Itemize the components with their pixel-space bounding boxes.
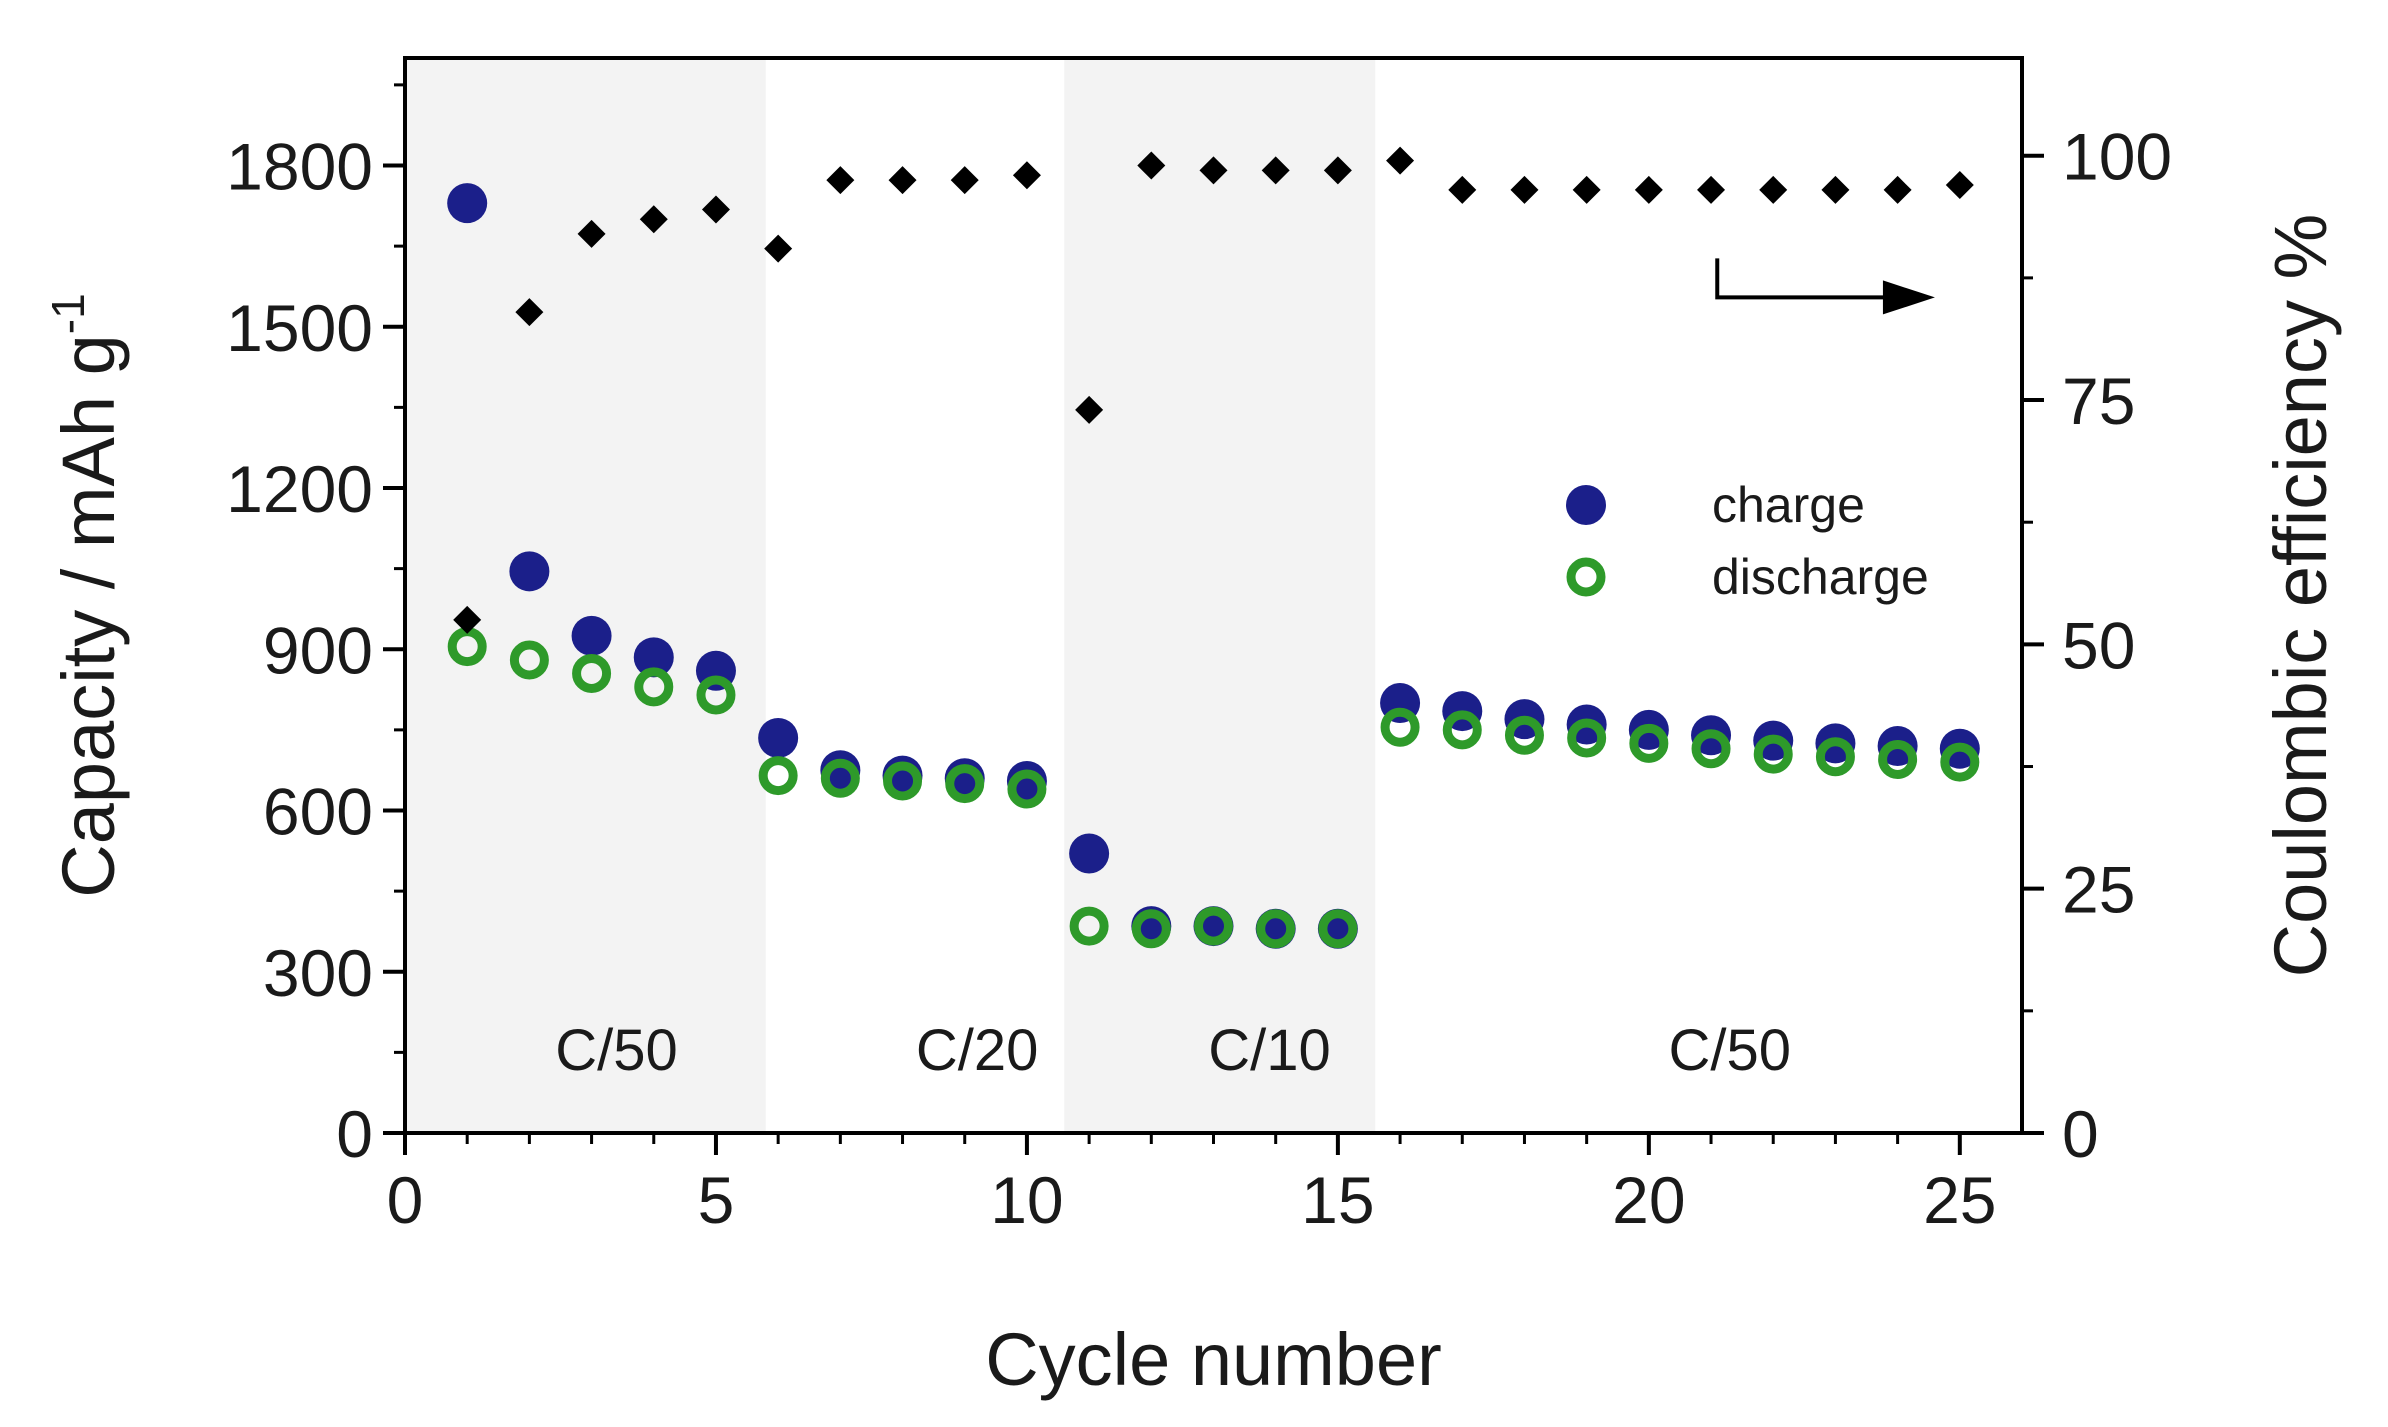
legend: charge discharge [1566,477,1929,605]
x-tick-label-0: 0 [387,1163,424,1237]
y-axis-title-superscript: -1 [42,293,94,334]
discharge-point [820,758,860,798]
region-label-1: C/50 [555,1018,678,1083]
charge-point [509,551,550,592]
y-tick-label-1200: 1200 [226,452,373,526]
y2-axis-title: Coulombic efficiency % [2259,214,2342,978]
y-tick-label-600: 600 [263,775,373,849]
discharge-point [1567,718,1607,758]
x-tick-label-10: 10 [990,1163,1063,1237]
region-label-3: C/10 [1208,1018,1331,1083]
charge-point [633,637,674,678]
coulombic-efficiency-point [701,195,730,224]
charge-point [1006,760,1047,801]
y2-tick-label-75: 75 [2062,364,2135,438]
charge-point [1069,833,1110,874]
x-axis-title: Cycle number [985,1318,1442,1401]
discharge-point [1815,737,1855,777]
discharge-point [634,667,674,707]
x-tick-label-20: 20 [1612,1163,1685,1237]
coulombic-efficiency-point [1821,175,1850,204]
x-tick-label-5: 5 [698,1163,735,1237]
coulombic-efficiency-point [1075,395,1104,424]
coulombic-efficiency-point [639,205,668,234]
discharge-point [1069,906,1109,946]
x-tick-label-25: 25 [1923,1163,1996,1237]
coulombic-efficiency-point [764,234,793,263]
discharge-point [1194,906,1233,946]
coulombic-efficiency-point [453,605,482,634]
coulombic-efficiency-point [1137,151,1166,180]
coulombic-efficiency-point [1012,161,1041,190]
data-marks [447,146,1980,949]
discharge-point [758,756,798,796]
charge-point [820,750,861,791]
coulombic-efficiency-point [1572,175,1601,204]
discharge-point [1131,909,1171,949]
y2-tick-label-100: 100 [2062,120,2172,194]
region-shade-3 [1064,58,1376,1133]
discharge-point [1629,723,1669,763]
coulombic-efficiency-point [1697,175,1726,204]
coulombic-efficiency-point [950,166,979,195]
discharge-point [1504,715,1544,755]
discharge-point [1007,769,1047,809]
y-axis-title: Capacity / mAh g-1 [42,293,130,897]
discharge-point [1940,742,1980,782]
coulombic-efficiency-point [1199,156,1228,185]
discharge-point [945,764,985,804]
legend-charge-label: charge [1712,477,1865,533]
discharge-point [1878,739,1918,779]
y2-tick-label-25: 25 [2062,853,2135,927]
y2-tick-label-50: 50 [2062,608,2135,682]
arrow-line [1715,258,1897,300]
coulombic-efficiency-point [577,219,606,248]
charge-point [447,183,488,224]
discharge-point [572,653,612,693]
discharge-point [1753,734,1793,774]
coulombic-efficiency-point [515,298,544,327]
y-tick-label-900: 900 [263,613,373,687]
legend-charge-marker [1566,485,1606,525]
y2-tick-label-0: 0 [2062,1097,2099,1171]
charge-point [758,717,799,758]
legend-discharge-marker [1566,557,1606,597]
y-tick-label-1500: 1500 [226,291,373,365]
y-axis-title-text: Capacity / mAh g [47,334,130,897]
discharge-point [1380,707,1420,747]
discharge-point [1256,909,1296,949]
coulombic-efficiency-point [1386,146,1415,175]
coulombic-efficiency-point [826,166,855,195]
region-label-2: C/20 [916,1018,1039,1083]
y-tick-label-1800: 1800 [226,130,373,204]
axes: 0 5 10 15 20 25 0 300 600 900 1200 1500 1800 0 25 50 75 1… [226,83,2172,1237]
discharge-point [1318,909,1358,949]
region-label-4: C/50 [1668,1018,1791,1083]
discharge-point [1691,729,1731,769]
charge-point [571,615,612,656]
arrow-head [1882,280,1935,315]
discharge-point [883,761,923,801]
x-tick-label-15: 15 [1301,1163,1374,1237]
annotation-arrow [1715,258,1935,315]
coulombic-efficiency-point [1634,175,1663,204]
discharge-point [509,640,549,680]
coulombic-efficiency-point [1945,171,1974,200]
legend-discharge-label: discharge [1712,549,1929,605]
coulombic-efficiency-point [1323,156,1352,185]
coulombic-efficiency-point [1759,175,1788,204]
discharge-point [696,675,736,715]
discharge-point [1442,710,1482,750]
y-tick-label-0: 0 [336,1097,373,1171]
coulombic-efficiency-point [1261,156,1290,185]
series-discharge [447,627,1980,949]
coulombic-efficiency-point [1883,175,1912,204]
series-coulombic-efficiency [453,146,1974,634]
coulombic-efficiency-point [1448,175,1477,204]
coulombic-efficiency-point [1510,175,1539,204]
y-tick-label-300: 300 [263,936,373,1010]
coulombic-efficiency-point [888,166,917,195]
